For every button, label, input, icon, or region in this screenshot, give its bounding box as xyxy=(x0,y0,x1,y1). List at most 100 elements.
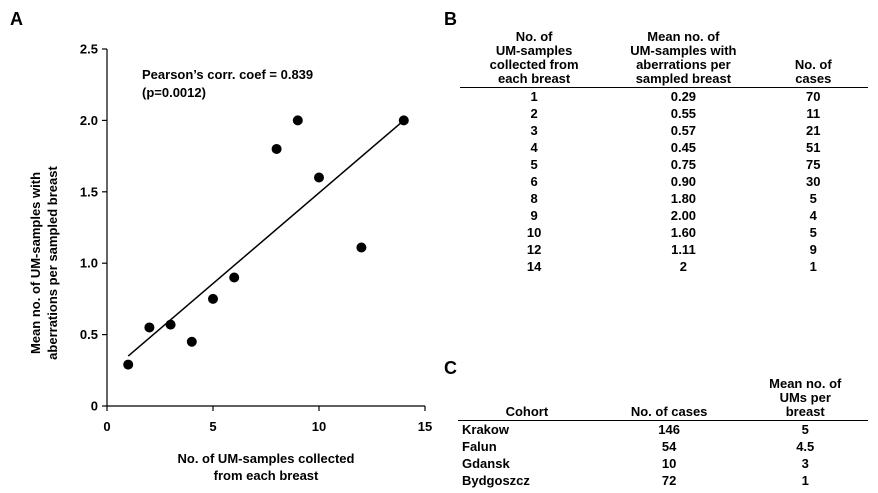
table-b-header-line: collected from xyxy=(489,57,579,72)
table-row: Falun 54 4.5 xyxy=(458,438,868,455)
table-b-header-line: No. of xyxy=(515,29,553,44)
table-b-cell: 4 xyxy=(809,208,817,223)
x-tick-label: 0 xyxy=(103,419,110,434)
panel-label-a: A xyxy=(10,9,23,29)
table-b-cell: 2.00 xyxy=(670,208,697,223)
data-points xyxy=(123,115,409,370)
table-b-cell: 11 xyxy=(806,106,821,121)
table-b-cell: 2 xyxy=(530,106,538,121)
table-b-cell: 0.75 xyxy=(670,157,697,172)
data-point xyxy=(123,359,134,370)
y-tick-label: 0.5 xyxy=(80,327,98,342)
table-c-header-line: Mean no. of xyxy=(769,376,842,391)
table-b-cell: 8 xyxy=(530,191,538,206)
table-row: 3 0.57 21 xyxy=(460,122,868,139)
table-b-header-line: Mean no. of xyxy=(647,29,720,44)
table-row: 12 1.11 9 xyxy=(460,241,868,258)
panel-label-c: C xyxy=(444,358,457,378)
table-b-cell: 21 xyxy=(806,123,821,138)
y-tick-label: 1.5 xyxy=(80,184,98,199)
data-point xyxy=(229,272,240,283)
table-b-cell: 1.80 xyxy=(670,191,697,206)
x-tick-label: 5 xyxy=(209,419,216,434)
table-row: 14 2 1 xyxy=(460,258,868,275)
table-b-header-line: aberrations per xyxy=(636,57,731,72)
table-row: 9 2.00 4 xyxy=(460,207,868,224)
table-b-cell: 1 xyxy=(530,89,538,104)
table-c-header-line: breast xyxy=(785,404,825,419)
table-b-header-line: UM-samples xyxy=(495,43,573,58)
table-b-cell: 14 xyxy=(526,259,542,274)
table-b-header-line: UM-samples with xyxy=(630,43,737,58)
y-axis-label-line2: aberrations per sampled breast xyxy=(45,166,60,360)
trend-line xyxy=(127,119,405,357)
x-axis-ticks: 0 5 10 15 xyxy=(103,406,432,434)
table-row: Gdansk 10 3 xyxy=(458,455,868,472)
table-b-cell: 51 xyxy=(806,140,821,155)
table-row: 5 0.75 75 xyxy=(460,156,868,173)
table-c-cell: Falun xyxy=(462,439,497,454)
table-c-header-row: Cohort No. of cases Mean no. of UMs per brea… xyxy=(458,377,868,421)
table-b-cell: 1.11 xyxy=(671,242,696,257)
table-b-cell: 10 xyxy=(526,225,542,240)
table-row: Bydgoszcz 72 1 xyxy=(458,472,868,489)
table-b-cell: 0.57 xyxy=(670,123,697,138)
table-b-cell: 12 xyxy=(526,242,542,257)
table-b-cell: 75 xyxy=(806,157,821,172)
table-row: 2 0.55 11 xyxy=(460,105,868,122)
y-axis-label-line1: Mean no. of UM-samples with xyxy=(28,172,43,354)
p-value-annotation: (p=0.0012) xyxy=(142,85,206,100)
data-point xyxy=(186,336,197,347)
y-axis-ticks: 0 0.5 1.0 1.5 2.0 2.5 xyxy=(80,42,107,414)
table-row: 10 1.60 5 xyxy=(460,224,868,241)
scatter-chart: 0 0.5 1.0 1.5 2.0 2.5 0 5 10 15 Pearson’s corr. … xyxy=(28,42,432,484)
table-b-cell: 6 xyxy=(530,174,538,189)
table-b-cell: 70 xyxy=(806,89,821,104)
table-b-cell: 30 xyxy=(806,174,821,189)
table-b-cell: 5 xyxy=(809,191,817,206)
table-c-cell: 54 xyxy=(661,439,677,454)
table-c-header-cell: No. of cases xyxy=(595,377,743,421)
table-c-cell: 4.5 xyxy=(796,439,815,454)
table-row: 4 0.45 51 xyxy=(460,139,868,156)
pearson-annotation: Pearson’s corr. coef = 0.839 xyxy=(142,67,313,82)
table-c-cell: Krakow xyxy=(462,422,509,437)
table-b-cell: 5 xyxy=(809,225,817,240)
table-b-header-line: No. of xyxy=(794,57,832,72)
y-tick-label: 0 xyxy=(91,399,98,414)
table-c-cell: 5 xyxy=(801,422,809,437)
table-row: Krakow 146 5 xyxy=(458,421,868,439)
x-axis-label-line1: No. of UM-samples collected xyxy=(178,451,355,466)
data-point xyxy=(144,322,155,333)
table-c-cell: Gdansk xyxy=(462,456,510,471)
table-b-body: 1 0.29 70 2 0.55 11 3 0.57 21 4 0.45 51 5 0.75 75 6 0.90… xyxy=(460,88,868,276)
table-row: 1 0.29 70 xyxy=(460,88,868,106)
y-tick-label: 2.0 xyxy=(80,113,98,128)
table-b-cell: 0.45 xyxy=(670,140,697,155)
table-b-header-line: sampled breast xyxy=(635,71,732,86)
table-row: 6 0.90 30 xyxy=(460,173,868,190)
data-point xyxy=(271,143,282,154)
table-b-header-line: cases xyxy=(795,71,832,86)
table-row: 8 1.80 5 xyxy=(460,190,868,207)
data-point xyxy=(208,293,218,304)
table-b-cell: 9 xyxy=(530,208,538,223)
table-c-cell: 72 xyxy=(661,473,677,488)
table-b-cell: 4 xyxy=(530,140,538,155)
table-c-cell: 146 xyxy=(658,422,680,437)
table-c-header-line: Cohort xyxy=(505,404,549,419)
table-b-header-line: each breast xyxy=(497,71,571,86)
table-b-header-cell: No. of cases xyxy=(758,30,868,88)
table-c-cell: 10 xyxy=(661,456,677,471)
table-c-header-line: No. of cases xyxy=(630,404,708,419)
table-b-cell: 0.55 xyxy=(670,106,697,121)
y-tick-label: 1.0 xyxy=(80,256,98,271)
panel-label-b: B xyxy=(444,9,457,29)
table-b: No. of UM-samples collected from each breas… xyxy=(460,30,868,275)
table-b-cell: 0.29 xyxy=(670,89,697,104)
data-point xyxy=(165,319,176,330)
y-tick-label: 2.5 xyxy=(80,42,98,57)
table-c-cell: Bydgoszcz xyxy=(462,473,530,488)
data-point xyxy=(314,172,324,183)
table-b-cell: 2 xyxy=(679,259,687,274)
